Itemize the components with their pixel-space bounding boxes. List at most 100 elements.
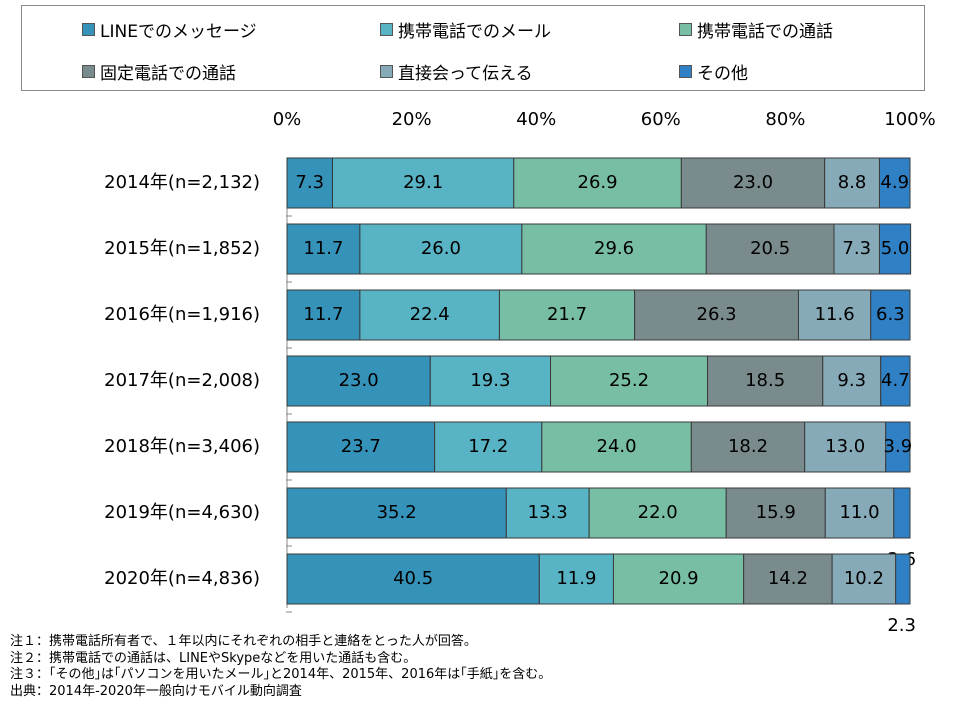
legend-label-mobile-mail: 携帯電話でのメール (398, 21, 551, 42)
legend-item-mobile-call: 携帯電話での通話 (679, 18, 833, 42)
x-tick-label: 0% (273, 109, 302, 130)
bar-segment (878, 157, 911, 209)
data-label: 20.5 (750, 238, 790, 259)
bar-segment (286, 553, 540, 605)
data-label: 23.0 (339, 370, 379, 391)
data-label: 29.1 (403, 172, 443, 193)
data-label: 26.0 (421, 238, 461, 259)
bar-segment (538, 553, 614, 605)
bar-segment (705, 223, 835, 275)
legend-swatch-line (82, 22, 95, 36)
bar-segment (634, 289, 799, 341)
bar-segment (286, 289, 361, 341)
bar-segment (822, 355, 882, 407)
category-label: 2017年(n=2,008) (104, 370, 260, 391)
category-label: 2016年(n=1,916) (104, 304, 260, 325)
source-note: 出典：2014年-2020年一般向けモバイル動向調査 (10, 683, 302, 699)
bar-segment (833, 223, 880, 275)
bar-segment (588, 487, 727, 539)
bar-segment (831, 553, 897, 605)
chart-notes: 注１：携帯電話所有者で、１年以内にそれぞれの相手と連絡をとった人が回答。 注２：… (10, 634, 551, 700)
bar-segment (870, 289, 911, 341)
legend-label-mobile-call: 携帯電話での通話 (697, 21, 833, 42)
data-label: 22.0 (638, 502, 678, 523)
data-label: 13.3 (528, 502, 568, 523)
bar-segment (878, 223, 912, 275)
data-label: 26.9 (578, 172, 618, 193)
bar-segment (885, 421, 911, 473)
bar-segment (498, 289, 636, 341)
category-label: 2018年(n=3,406) (104, 436, 260, 457)
bar-segment (331, 157, 515, 209)
data-label: 11.9 (556, 568, 596, 589)
data-label: 6.3 (876, 304, 905, 325)
legend-swatch-mobile-mail (380, 22, 393, 36)
data-label: 20.9 (659, 568, 699, 589)
bar-segment (429, 355, 552, 407)
data-label: 35.2 (377, 502, 417, 523)
chart-legend: LINEでのメッセージ 携帯電話でのメール 携帯電話での通話 固定電話での通話 … (21, 5, 925, 91)
data-label: 11.7 (303, 238, 343, 259)
bar-segment (690, 421, 806, 473)
data-label: 10.2 (844, 568, 884, 589)
legend-label-other: その他 (697, 63, 748, 84)
data-label: 17.2 (468, 436, 508, 457)
category-label: 2014年(n=2,132) (104, 172, 260, 193)
bar-segment (550, 355, 709, 407)
x-tick-label: 20% (392, 109, 432, 130)
bar-segment (286, 223, 361, 275)
x-tick-label: 60% (641, 109, 681, 130)
x-tick-label: 80% (765, 109, 805, 130)
data-label: 9.3 (837, 370, 866, 391)
bar-segment (612, 553, 745, 605)
legend-item-landline-call: 固定電話での通話 (82, 60, 236, 84)
legend-label-landline-call: 固定電話での通話 (100, 63, 236, 84)
note-1: 注１：携帯電話所有者で、１年以内にそれぞれの相手と連絡をとった人が回答。 (10, 634, 477, 649)
legend-swatch-mobile-call (679, 22, 692, 36)
data-label: 8.8 (838, 172, 867, 193)
bar-segment (743, 553, 833, 605)
data-label: 19.3 (470, 370, 510, 391)
bar-segment (541, 421, 692, 473)
bar-segment (893, 487, 911, 539)
stacked-bar-chart: 0% 20% 40% 60% 80% 100% 2014年(n=2,132) 7.3 29.1 2… (104, 109, 936, 636)
data-label: 23.0 (733, 172, 773, 193)
data-label: 29.6 (594, 238, 634, 259)
legend-item-line: LINEでのメッセージ (82, 18, 257, 42)
bar-segment (797, 289, 872, 341)
bar-segment (286, 421, 436, 473)
data-label: 21.7 (547, 304, 587, 325)
bar-segment (707, 355, 824, 407)
data-label: 11.7 (303, 304, 343, 325)
bar-segment (286, 487, 507, 539)
bar-segment (286, 355, 431, 407)
legend-label-line: LINEでのメッセージ (100, 21, 257, 42)
category-label: 2015年(n=1,852) (104, 238, 260, 259)
note-2: 注２：携帯電話での通話は、LINEやSkypeなどを用いた通話も含む。 (10, 650, 417, 666)
data-label: 4.7 (881, 370, 910, 391)
bar-segment (804, 421, 887, 473)
data-label: 7.3 (295, 172, 324, 193)
bar-segment (521, 223, 707, 275)
bar-segment (725, 487, 826, 539)
data-label: 14.2 (768, 568, 808, 589)
data-label: 40.5 (393, 568, 433, 589)
bar-segment (824, 487, 895, 539)
bar-segment (880, 355, 911, 407)
data-label: 24.0 (597, 436, 637, 457)
legend-item-other: その他 (679, 60, 748, 84)
bar-segment (680, 157, 826, 209)
data-label: 25.2 (609, 370, 649, 391)
data-label: 5.0 (881, 238, 910, 259)
x-tick-label: 40% (516, 109, 556, 130)
data-label: 15.9 (756, 502, 796, 523)
x-tick-label: 100% (884, 109, 935, 130)
data-label: 18.5 (745, 370, 785, 391)
data-label: 2.3 (887, 615, 916, 636)
bar-segment (359, 223, 523, 275)
bar-segment (895, 553, 911, 605)
legend-swatch-landline-call (82, 64, 95, 78)
data-label: 18.2 (728, 436, 768, 457)
data-label: 11.0 (839, 502, 879, 523)
legend-swatch-other (679, 64, 692, 78)
